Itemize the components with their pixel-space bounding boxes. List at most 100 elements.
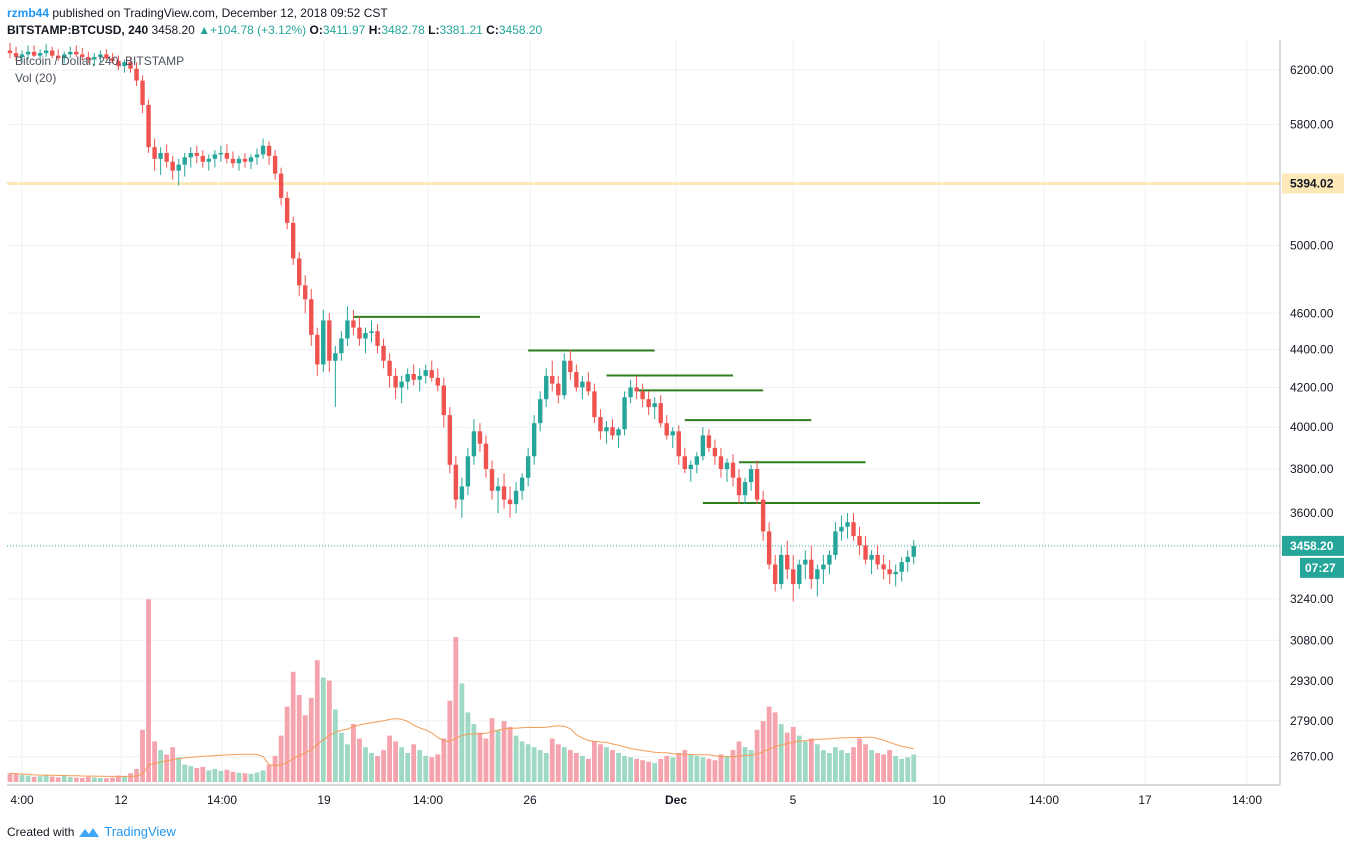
candle-body — [646, 399, 651, 408]
candle — [447, 407, 453, 474]
chart-legend: Bitcoin / Dollar, 240, BITSTAMP Vol (20) — [15, 53, 184, 87]
volume-bar — [682, 750, 688, 782]
volume-bar — [260, 770, 266, 782]
candle — [417, 368, 422, 392]
candle — [146, 99, 151, 153]
volume-bar — [91, 777, 97, 782]
volume-bar — [381, 750, 386, 782]
candle — [501, 473, 507, 509]
author-link[interactable]: rzmb44 — [7, 6, 50, 20]
time-axis[interactable]: 4:00 12 14:00 19 14:00 26 Dec 5 10 14:00 17 14:00 — [10, 793, 1262, 807]
candle-body — [74, 51, 79, 55]
ohlc-bar: BITSTAMP:BTCUSD, 240 3458.20 ▲+104.78 (+… — [7, 22, 542, 38]
candle-body — [724, 462, 730, 470]
volume-bar — [724, 755, 730, 782]
volume-bar — [905, 757, 911, 782]
volume-bar — [152, 741, 157, 782]
volume-bar — [128, 773, 133, 782]
candle-body — [321, 320, 326, 365]
candle-body — [568, 360, 573, 373]
candle — [652, 397, 657, 420]
price-tick-label: 6200.00 — [1290, 63, 1334, 77]
volume-indicator-label[interactable]: Vol (20) — [15, 71, 57, 85]
candle-body — [339, 338, 344, 354]
candle — [218, 145, 224, 162]
volume-bar — [652, 763, 658, 782]
candle-body — [417, 375, 422, 380]
candle-body — [441, 385, 446, 416]
candle-body — [766, 531, 772, 565]
volume-bar — [37, 776, 43, 782]
candle-body — [730, 462, 736, 478]
volume-bar — [567, 750, 573, 782]
price-tick-label: 5800.00 — [1290, 117, 1334, 131]
candle-body — [230, 158, 236, 164]
candle — [604, 421, 609, 444]
candle-body — [477, 431, 483, 444]
volume-bar — [495, 729, 501, 782]
candle-body — [827, 554, 832, 565]
candle — [369, 320, 374, 343]
candle-body — [110, 58, 115, 61]
price-tick-label: 4200.00 — [1290, 380, 1334, 394]
volume-bar — [25, 775, 31, 782]
candle-body — [869, 554, 874, 560]
candle — [803, 550, 808, 580]
volume-bar — [200, 766, 206, 782]
candle — [68, 46, 73, 59]
candle — [188, 147, 193, 168]
candle — [610, 419, 615, 440]
candle — [272, 150, 278, 180]
volume-bar — [483, 738, 489, 782]
candle — [700, 427, 706, 461]
candle-body — [188, 152, 193, 158]
price-tick-label: 3240.00 — [1290, 592, 1334, 606]
volume-bar — [453, 637, 459, 782]
volume-bar — [670, 757, 676, 782]
candle-body — [13, 53, 19, 57]
candle-body — [652, 403, 657, 408]
chart-grid — [7, 40, 1280, 785]
candle-body — [791, 569, 796, 585]
candle — [646, 391, 651, 416]
candle — [568, 349, 573, 380]
candle — [393, 368, 398, 400]
created-with-label: Created with — [7, 825, 75, 839]
tradingview-brand[interactable]: TradingView — [104, 824, 176, 839]
candle-body — [351, 320, 356, 328]
volume-bar — [314, 660, 320, 782]
up-arrow-icon: ▲ — [198, 23, 211, 37]
volume-bar — [393, 741, 398, 782]
candle — [706, 429, 712, 453]
candle — [254, 148, 260, 165]
volume-bar — [272, 755, 278, 782]
tradingview-logo-icon — [79, 828, 100, 837]
volume-bar — [658, 758, 664, 782]
candle-body — [556, 383, 561, 396]
candle-body — [863, 545, 868, 560]
candle — [477, 423, 483, 453]
volume-bar — [592, 741, 597, 782]
candle — [405, 368, 410, 390]
key-level-tag-text: 5394.02 — [1290, 177, 1334, 191]
candle-body — [345, 320, 350, 339]
price-axis[interactable]: 6200.00 5800.00 5000.00 4600.00 4400.00 4200.… — [1290, 63, 1334, 764]
candle-body — [465, 456, 471, 487]
candle-body — [598, 417, 603, 432]
candle — [785, 540, 790, 580]
volume-bar — [646, 761, 652, 782]
volume-bar — [827, 753, 832, 782]
series-title[interactable]: Bitcoin / Dollar, 240, BITSTAMP — [15, 54, 185, 68]
volume-bar — [477, 732, 483, 782]
candle — [833, 522, 838, 560]
volume-bar — [104, 778, 109, 782]
volume-bar — [604, 747, 609, 782]
candle — [754, 460, 760, 505]
volume-bar — [833, 747, 838, 782]
candle-body — [284, 197, 290, 223]
candle-body — [363, 333, 368, 339]
candle-body — [278, 173, 284, 198]
candle — [459, 477, 465, 518]
price-tick-label: 5000.00 — [1290, 238, 1334, 252]
